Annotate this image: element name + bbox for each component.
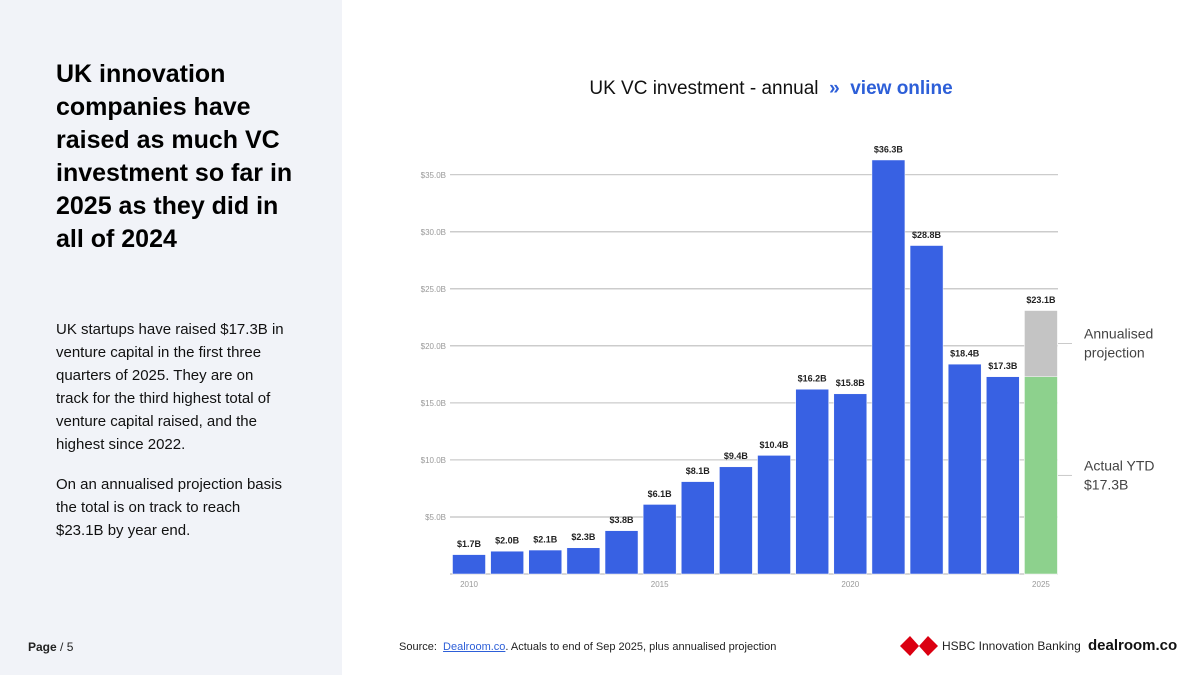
y-tick-label: $10.0B (421, 456, 446, 465)
hsbc-text: HSBC Innovation Banking (942, 639, 1081, 653)
bar (1024, 376, 1058, 575)
bar (909, 245, 944, 575)
y-tick-label: $15.0B (421, 399, 446, 408)
bar (681, 481, 715, 575)
bar (795, 388, 829, 575)
body-text: UK startups have raised $17.3B in ventur… (56, 321, 284, 453)
y-tick-label: $25.0B (421, 285, 446, 294)
bar (452, 554, 486, 575)
value-label: $36.3B (874, 144, 904, 154)
value-label: $9.4B (724, 451, 749, 461)
bar (871, 159, 906, 575)
value-label: $2.0B (495, 536, 520, 546)
y-tick-label: $5.0B (425, 513, 446, 522)
page-label: Page (28, 640, 57, 654)
x-tick-label: 2020 (841, 580, 859, 589)
bar (642, 504, 677, 575)
view-online-link[interactable]: view online (850, 78, 953, 99)
x-tick-label: 2025 (1032, 580, 1050, 589)
bar (566, 547, 601, 575)
legend-label: Actual YTD $17.3B (1084, 457, 1155, 492)
value-label: $17.3B (988, 361, 1018, 371)
x-tick-label: 2010 (460, 580, 478, 589)
value-label: $2.3B (571, 532, 596, 542)
source-note: . Actuals to end of Sep 2025, plus annua… (505, 641, 777, 653)
bar (490, 550, 524, 575)
bar (833, 393, 868, 575)
source-link[interactable]: Dealroom.co (443, 641, 506, 653)
value-label: $2.1B (533, 534, 558, 544)
y-tick-label: $20.0B (421, 342, 446, 351)
value-label: $6.1B (648, 489, 673, 499)
y-tick-label: $35.0B (421, 171, 446, 180)
value-label: $28.8B (912, 230, 942, 240)
legend-label: Annualised projection (1084, 325, 1153, 360)
title-text: UK VC investment - annual (589, 78, 819, 99)
bar (947, 363, 982, 575)
dealroom-logo: dealroom.co (1088, 637, 1178, 654)
value-label: $16.2B (798, 374, 828, 384)
hsbc-logo: HSBC Innovation Banking (900, 636, 1081, 656)
link-marker: » (829, 78, 840, 99)
page-number: Page / 5 (28, 640, 73, 654)
value-label: $8.1B (686, 466, 711, 476)
bar (528, 549, 563, 575)
source-prefix: Source: (399, 641, 437, 653)
page-count: / 5 (60, 640, 74, 654)
chart-title: UK VC investment - annual » view online (342, 78, 1200, 100)
y-tick-label: $30.0B (421, 228, 446, 237)
bar (986, 376, 1020, 575)
value-label: $10.4B (760, 440, 790, 450)
body-text: On an annualised projection basis the to… (56, 476, 282, 539)
bar (719, 466, 753, 575)
hsbc-hexagon (900, 636, 938, 656)
value-label: $23.1B (1026, 295, 1056, 305)
value-label: $1.7B (457, 539, 482, 549)
x-tick-label: 2015 (651, 580, 669, 589)
sidebar: UK innovation companies have raised as m… (0, 0, 342, 675)
value-label: $15.8B (836, 378, 866, 388)
bar (604, 530, 639, 575)
bar (757, 455, 791, 575)
value-label: $18.4B (950, 349, 980, 359)
headline: UK innovation companies have raised as m… (56, 60, 293, 253)
source: Source: Dealroom.co. Actuals to end of S… (399, 641, 776, 653)
value-label: $3.8B (610, 515, 635, 525)
